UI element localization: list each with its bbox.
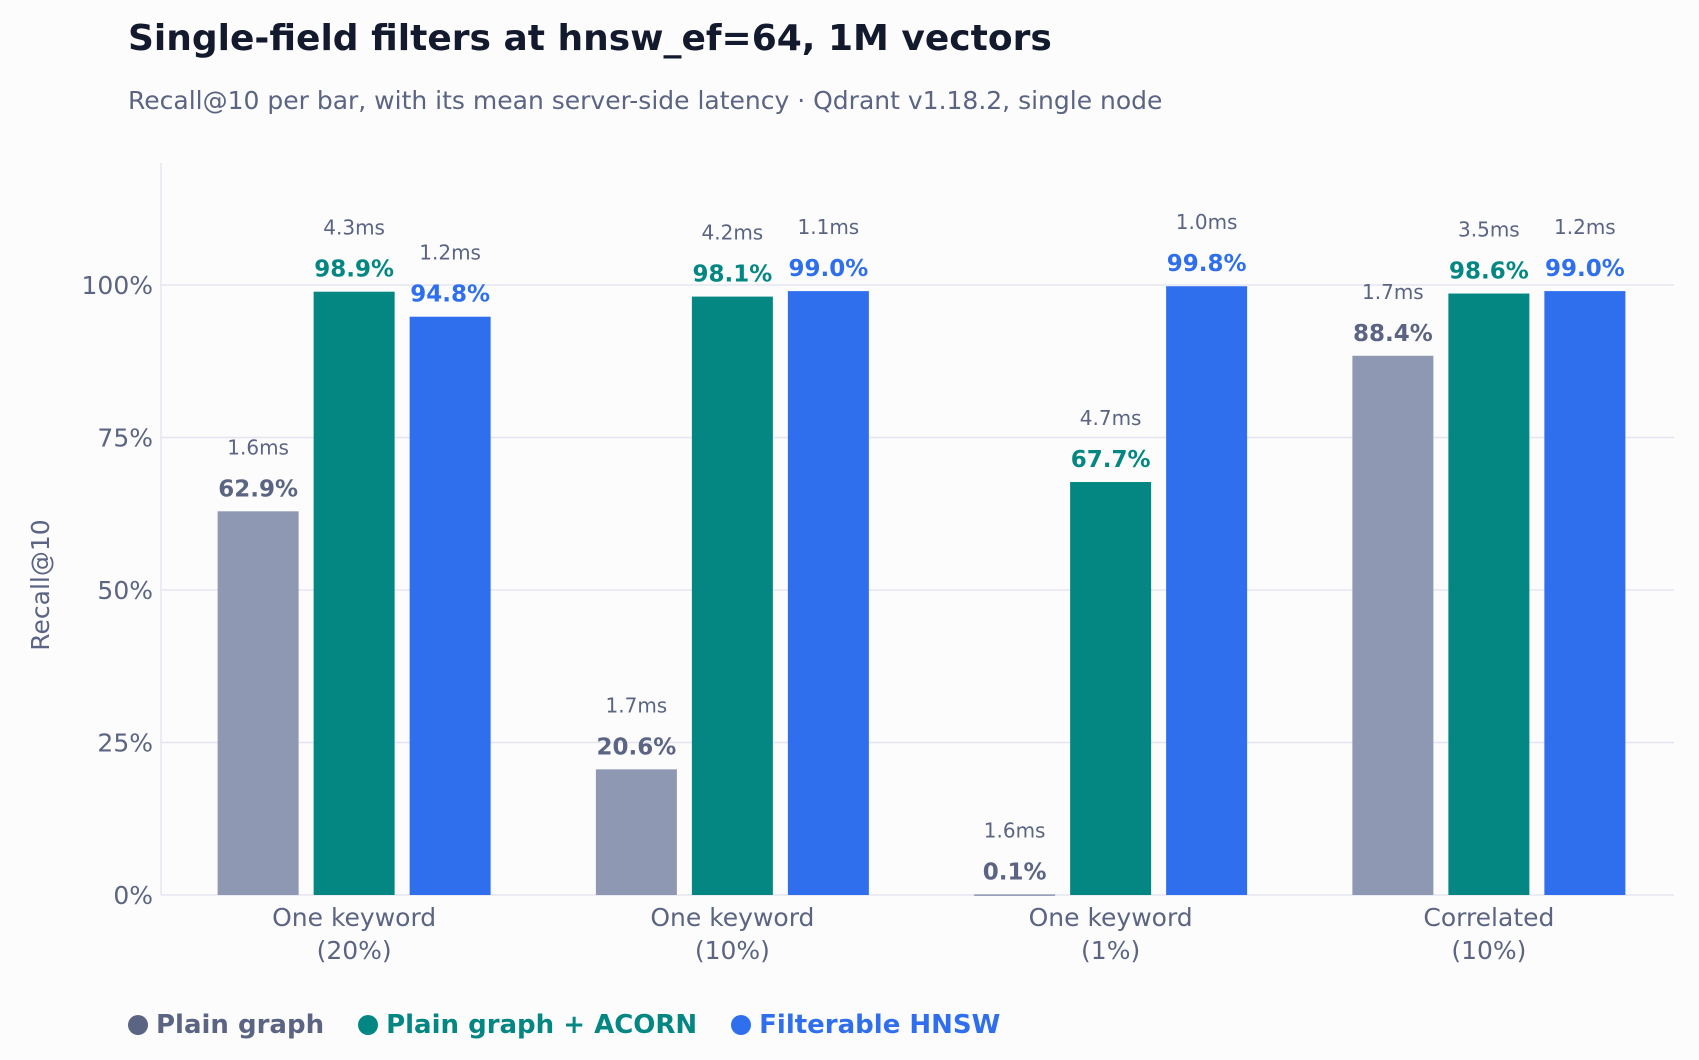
bar-value-label: 99.0% bbox=[1545, 256, 1625, 282]
bar-1-0 bbox=[313, 291, 395, 896]
legend-swatch-filterable-hnsw bbox=[731, 1015, 752, 1035]
bar-value-label: 98.6% bbox=[1449, 259, 1529, 285]
bar-latency-label: 1.7ms bbox=[606, 693, 668, 717]
y-axis-title: Recall@10 bbox=[26, 519, 55, 650]
x-tick-label: (1%) bbox=[1081, 936, 1140, 965]
chart-title: Single-field filters at hnsw_ef=64, 1M v… bbox=[128, 18, 1052, 59]
x-tick-label: One keyword bbox=[1029, 903, 1193, 932]
legend-label-acorn: Plain graph + ACORN bbox=[386, 1010, 698, 1040]
bar-latency-label: 1.2ms bbox=[1554, 215, 1616, 239]
bar-latency-label: 4.2ms bbox=[702, 221, 764, 245]
bar-value-label: 99.0% bbox=[788, 256, 868, 282]
y-tick-label: 50% bbox=[97, 576, 153, 605]
bar-latency-label: 1.0ms bbox=[1176, 210, 1238, 234]
bar-latency-label: 1.6ms bbox=[227, 435, 289, 459]
x-tick-label: (20%) bbox=[317, 936, 392, 965]
y-tick-label: 0% bbox=[113, 881, 153, 910]
bar-0-3 bbox=[1352, 355, 1434, 895]
bar-2-2 bbox=[1166, 286, 1248, 896]
bar-value-label: 0.1% bbox=[983, 859, 1047, 885]
legend-swatch-acorn bbox=[358, 1015, 379, 1035]
bar-2-3 bbox=[1544, 291, 1626, 896]
bar-chart: 0% 25% 50% 75% 100% Recall@10 62.9% 1.6ms 98.9% 4… bbox=[26, 163, 1674, 965]
bar-latency-label: 4.3ms bbox=[323, 216, 385, 240]
x-tick-label: Correlated bbox=[1423, 903, 1554, 932]
x-tick-label: One keyword bbox=[650, 903, 814, 932]
legend-label-filterable-hnsw: Filterable HNSW bbox=[759, 1010, 1001, 1040]
bar-value-label: 67.7% bbox=[1071, 447, 1151, 473]
x-tick-label: (10%) bbox=[695, 936, 770, 965]
bar-latency-label: 4.7ms bbox=[1080, 406, 1142, 430]
legend-item-filterable-hnsw: Filterable HNSW bbox=[731, 1010, 1000, 1040]
bar-1-1 bbox=[691, 296, 773, 896]
bar-0-0 bbox=[217, 511, 299, 895]
bar-1-2 bbox=[1070, 482, 1152, 895]
bar-1-3 bbox=[1448, 293, 1530, 895]
bar-value-label: 88.4% bbox=[1353, 321, 1433, 347]
bar-latency-label: 1.2ms bbox=[419, 241, 481, 265]
chart-subtitle: Recall@10 per bar, with its mean server-… bbox=[128, 86, 1163, 115]
chart-legend: Plain graph Plain graph + ACORN Filterab… bbox=[128, 1010, 1000, 1040]
bar-0-2 bbox=[974, 894, 1056, 896]
y-tick-label: 100% bbox=[82, 271, 153, 300]
legend-label-plain-graph: Plain graph bbox=[156, 1010, 325, 1040]
bar-latency-label: 3.5ms bbox=[1458, 218, 1520, 242]
legend-item-plain-graph: Plain graph bbox=[128, 1010, 324, 1040]
bar-latency-label: 1.7ms bbox=[1362, 280, 1424, 304]
bar-latency-label: 1.1ms bbox=[798, 215, 860, 239]
y-tick-label: 75% bbox=[97, 424, 153, 453]
bar-value-label: 98.1% bbox=[692, 262, 772, 288]
legend-item-acorn: Plain graph + ACORN bbox=[358, 1010, 697, 1040]
y-tick-label: 25% bbox=[97, 729, 153, 758]
bar-2-0 bbox=[409, 316, 491, 896]
bar-2-1 bbox=[787, 291, 869, 896]
bar-0-1 bbox=[595, 769, 677, 895]
bar-value-label: 20.6% bbox=[596, 734, 676, 760]
bar-value-label: 62.9% bbox=[218, 476, 298, 502]
bar-value-label: 94.8% bbox=[410, 282, 490, 308]
x-tick-label: One keyword bbox=[272, 903, 436, 932]
bar-latency-label: 1.6ms bbox=[984, 818, 1046, 842]
bar-value-label: 99.8% bbox=[1167, 251, 1247, 277]
bar-value-label: 98.9% bbox=[314, 257, 394, 283]
x-tick-label: (10%) bbox=[1451, 936, 1526, 965]
legend-swatch-plain-graph bbox=[128, 1015, 148, 1035]
